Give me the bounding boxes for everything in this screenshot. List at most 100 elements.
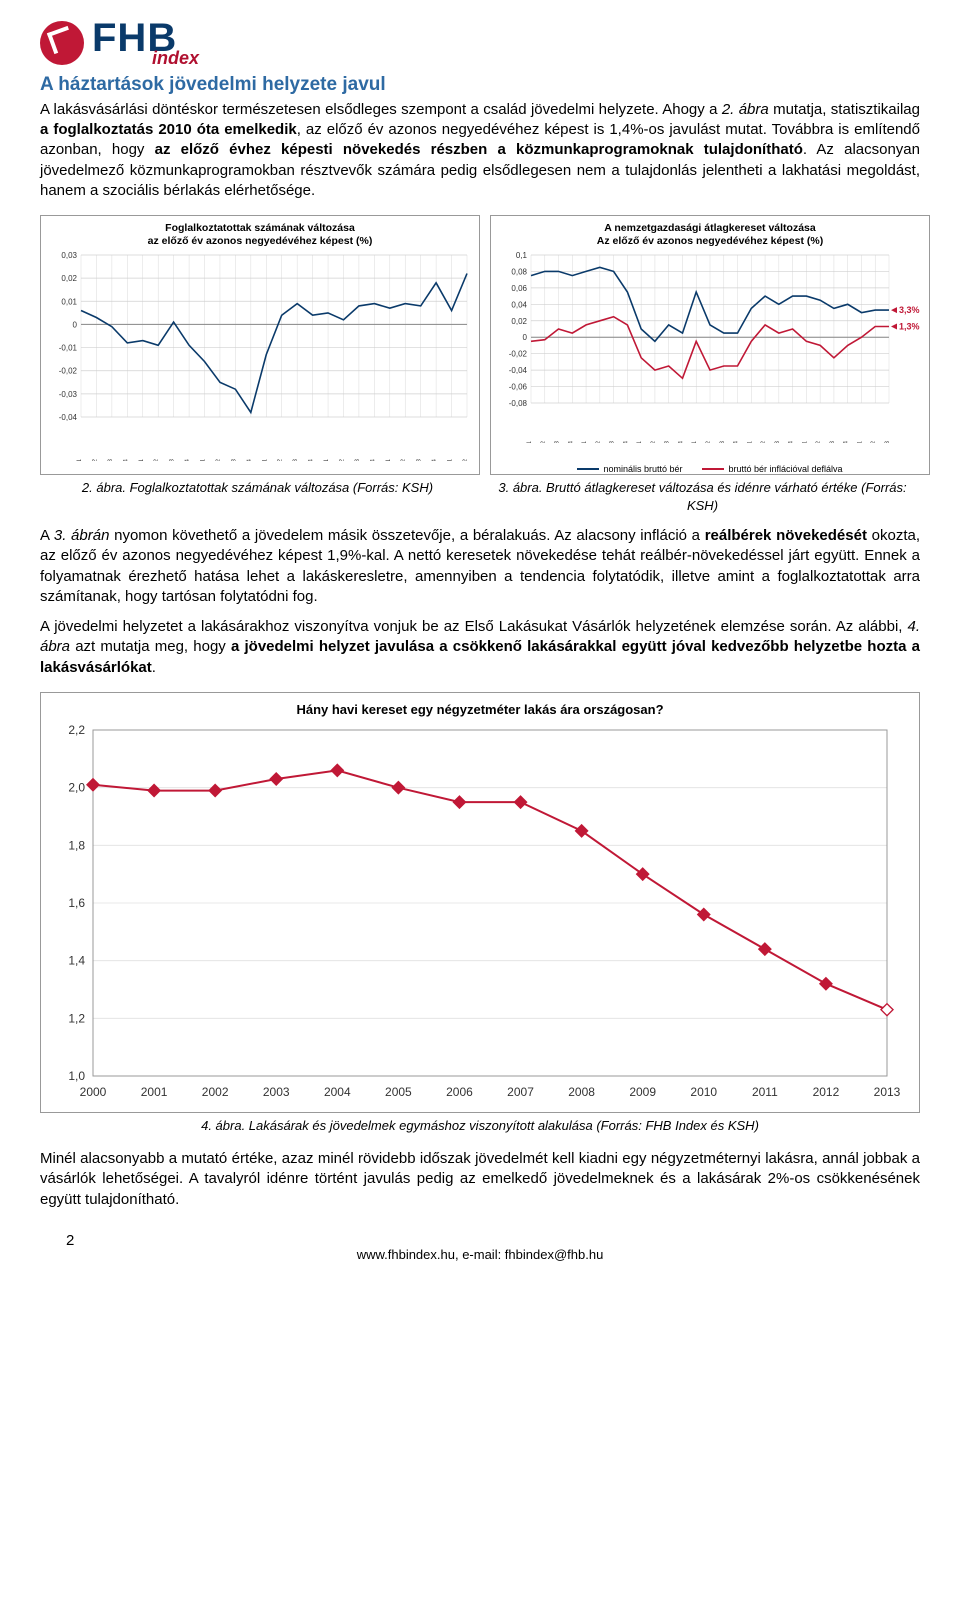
svg-text:2013: 2013 [885,441,891,444]
para3-text: . [152,659,156,676]
legend-line-icon [577,468,599,470]
svg-text:2013q2: 2013q2 [871,441,877,444]
svg-text:2002: 2002 [202,1085,229,1099]
svg-text:2011q1: 2011q1 [747,441,753,444]
svg-text:2009q2: 2009q2 [215,459,222,461]
logo-sub: index [152,50,199,66]
svg-text:2008: 2008 [568,1085,595,1099]
svg-text:2008q1: 2008q1 [138,459,145,461]
para3-text: A jövedelmi helyzetet a lakásárakhoz vis… [40,618,907,635]
chart-housing-ratio: Hány havi kereset egy négyzetméter lakás… [40,692,920,1114]
svg-text:2008q3: 2008q3 [610,441,616,444]
svg-text:2012q1: 2012q1 [802,441,808,444]
svg-text:2007q2: 2007q2 [541,441,547,444]
chart-employment: Foglalkoztatottak számának változása az … [40,215,480,475]
svg-text:0,02: 0,02 [61,274,77,283]
svg-text:0,1: 0,1 [516,251,528,260]
chart-wide-title: Hány havi kereset egy négyzetméter lakás… [49,701,911,719]
svg-text:2009q1: 2009q1 [637,441,643,444]
svg-text:-0,02: -0,02 [59,367,78,376]
footer: www.fhbindex.hu, e-mail: fhbindex@fhb.hu [40,1246,920,1264]
svg-text:-0,06: -0,06 [509,383,528,392]
svg-text:2009: 2009 [629,1085,656,1099]
chart-wide-canvas: 2,22,01,81,61,41,21,02000200120022003200… [49,724,911,1104]
para1-bold: az előző évhez képesti növekedés részben… [155,141,803,158]
svg-text:2011q2: 2011q2 [338,459,345,461]
legend-label: bruttó bér inflációval deflálva [728,463,842,475]
para1-bold: a foglalkoztatás 2010 óta emelkedik [40,121,297,138]
logo: FHB index [40,20,920,66]
svg-text:2008q4: 2008q4 [184,459,191,461]
svg-text:3,3%: 3,3% [899,305,920,315]
legend-line-icon [702,468,724,470]
svg-text:2011q1: 2011q1 [323,459,330,461]
svg-text:2011q4: 2011q4 [369,459,376,461]
svg-text:-0,03: -0,03 [59,390,78,399]
svg-text:2013q2: 2013q2 [462,459,469,461]
chart-left-title: Foglalkoztatottak számának változása az … [47,222,473,247]
para2-figref: 3. ábrán [54,527,110,544]
paragraph-4: Minél alacsonyabb a mutató értéke, azaz … [40,1149,920,1210]
para3-text: azt mutatja meg, hogy [70,638,231,655]
svg-text:2012: 2012 [813,1085,840,1099]
svg-text:2006: 2006 [446,1085,473,1099]
section-heading: A háztartások jövedelmi helyzete javul [40,72,920,98]
svg-text:0,01: 0,01 [61,298,77,307]
svg-text:2007q3: 2007q3 [107,459,114,461]
svg-text:2010q3: 2010q3 [720,441,726,444]
svg-text:2007q4: 2007q4 [568,441,574,444]
svg-text:2011q4: 2011q4 [789,441,795,444]
para1-text: A lakásvásárlási döntéskor természetesen… [40,101,722,118]
svg-text:2009q3: 2009q3 [665,441,671,444]
para2-text: A [40,527,54,544]
svg-text:2010q4: 2010q4 [734,441,740,444]
svg-text:0,08: 0,08 [511,268,527,277]
paragraph-3: A jövedelmi helyzetet a lakásárakhoz vis… [40,617,920,678]
svg-text:2009q1: 2009q1 [200,459,207,461]
svg-text:2009q2: 2009q2 [651,441,657,444]
svg-text:2012q4: 2012q4 [431,459,438,461]
legend-label: nominális bruttó bér [603,463,682,475]
svg-text:2013q1: 2013q1 [857,441,863,444]
paragraph-1: A lakásvásárlási döntéskor természetesen… [40,100,920,201]
svg-text:1,8: 1,8 [68,839,85,853]
chart-right-title: A nemzetgazdasági átlagkereset változása… [497,222,923,247]
svg-text:1,4: 1,4 [68,954,85,968]
svg-text:2007q3: 2007q3 [555,441,561,444]
chart-right-title-2: Az előző év azonos negyedévéhez képest (… [597,235,823,247]
svg-text:2008q2: 2008q2 [596,441,602,444]
svg-text:2,0: 2,0 [68,781,85,795]
svg-text:1,0: 1,0 [68,1069,85,1083]
svg-text:0: 0 [523,333,528,342]
chart-right-canvas: 0,10,080,060,040,020-0,02-0,04-0,06-0,08… [497,251,923,461]
chart-left-title-1: Foglalkoztatottak számának változása [165,222,355,234]
para2-text: nyomon követhető a jövedelem másik össze… [109,527,704,544]
chart-wages: A nemzetgazdasági átlagkereset változása… [490,215,930,475]
svg-text:1,6: 1,6 [68,896,85,910]
svg-text:0: 0 [73,321,78,330]
svg-text:2008q4: 2008q4 [623,441,629,444]
page-number: 2 [66,1231,74,1251]
svg-text:2011q2: 2011q2 [761,441,767,444]
svg-text:2007q1: 2007q1 [76,459,83,461]
svg-text:-0,02: -0,02 [509,350,528,359]
legend-nominal: nominális bruttó bér [577,463,682,475]
chart-right-title-1: A nemzetgazdasági átlagkereset változása [604,222,815,234]
para2-bold: reálbérek növekedését [705,527,867,544]
svg-text:-0,04: -0,04 [509,366,528,375]
svg-text:2008q2: 2008q2 [153,459,160,461]
svg-text:2012q1: 2012q1 [385,459,392,461]
svg-text:2008q1: 2008q1 [582,441,588,444]
legend-real: bruttó bér inflációval deflálva [702,463,842,475]
caption-fig4: 4. ábra. Lakásárak és jövedelmek egymásh… [40,1117,920,1135]
chart-right-legend: nominális bruttó bér bruttó bér infláció… [497,463,923,475]
svg-text:2003: 2003 [263,1085,290,1099]
chart-left-title-2: az előző év azonos negyedévéhez képest (… [148,235,373,247]
svg-text:0,06: 0,06 [511,284,527,293]
svg-text:2011q3: 2011q3 [354,459,361,461]
caption-fig3: 3. ábra. Bruttó átlagkereset változása é… [485,479,920,514]
svg-text:2010q2: 2010q2 [706,441,712,444]
svg-text:2012q3: 2012q3 [830,441,836,444]
svg-text:2008q3: 2008q3 [169,459,176,461]
svg-text:2007q4: 2007q4 [122,459,129,461]
